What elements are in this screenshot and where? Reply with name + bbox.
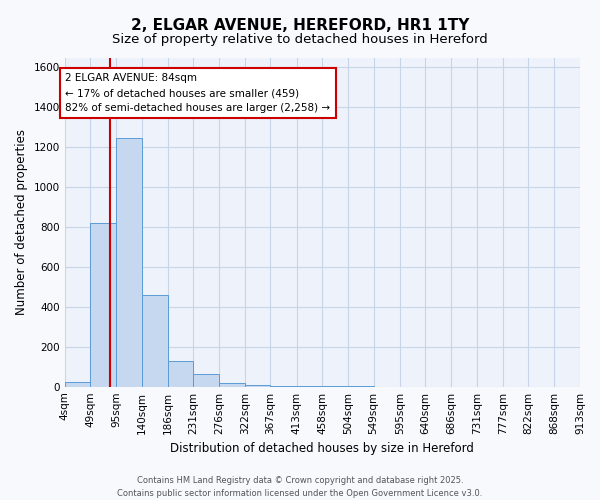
Bar bbox=[65, 382, 90, 386]
Bar bbox=[90, 223, 116, 386]
Bar bbox=[193, 374, 219, 386]
Bar bbox=[168, 360, 193, 386]
Text: Size of property relative to detached houses in Hereford: Size of property relative to detached ho… bbox=[112, 32, 488, 46]
Bar bbox=[219, 382, 245, 386]
Text: Contains HM Land Registry data © Crown copyright and database right 2025.
Contai: Contains HM Land Registry data © Crown c… bbox=[118, 476, 482, 498]
Bar bbox=[245, 385, 271, 386]
X-axis label: Distribution of detached houses by size in Hereford: Distribution of detached houses by size … bbox=[170, 442, 474, 455]
Bar bbox=[116, 138, 142, 386]
Text: 2, ELGAR AVENUE, HEREFORD, HR1 1TY: 2, ELGAR AVENUE, HEREFORD, HR1 1TY bbox=[131, 18, 469, 32]
Text: 2 ELGAR AVENUE: 84sqm
← 17% of detached houses are smaller (459)
82% of semi-det: 2 ELGAR AVENUE: 84sqm ← 17% of detached … bbox=[65, 74, 331, 113]
Bar bbox=[142, 295, 168, 386]
Y-axis label: Number of detached properties: Number of detached properties bbox=[15, 129, 28, 315]
